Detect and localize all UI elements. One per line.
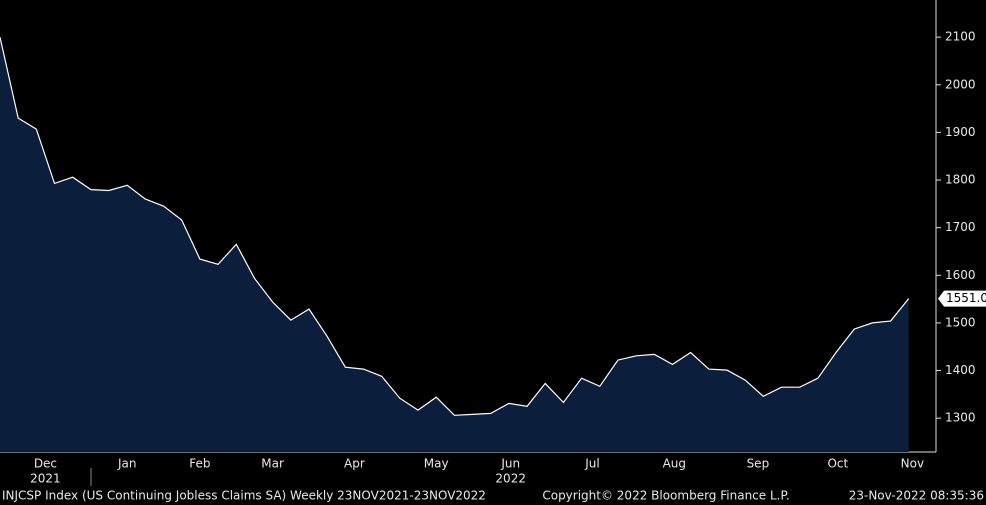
- x-tick-label: Oct: [827, 457, 848, 471]
- y-tick-label: 1400: [945, 363, 976, 377]
- y-tick-label: 1900: [945, 125, 976, 139]
- x-tick-label: Jan: [117, 457, 137, 471]
- footer-right: 23-Nov-2022 08:35:36: [849, 489, 984, 503]
- x-tick-label: Dec: [34, 457, 57, 471]
- x-tick-label: Feb: [189, 457, 210, 471]
- x-tick-label: Sep: [747, 457, 770, 471]
- y-tick-label: 1800: [945, 173, 976, 187]
- y-tick-label: 2100: [945, 30, 976, 44]
- area-fill: [0, 37, 909, 452]
- y-tick-label: 1500: [945, 315, 976, 329]
- last-value-box: [938, 290, 986, 307]
- y-tick-label: 2000: [945, 77, 976, 91]
- x-tick-label: Jul: [584, 457, 599, 471]
- footer-center: Copyright© 2022 Bloomberg Finance L.P.: [542, 489, 789, 503]
- x-tick-label: Mar: [261, 457, 284, 471]
- year-label: 2022: [495, 472, 526, 486]
- x-tick-label: Nov: [901, 457, 924, 471]
- last-value-label: 1551.0: [946, 291, 986, 305]
- x-tick-label: Jun: [500, 457, 520, 471]
- x-tick-label: May: [424, 457, 449, 471]
- y-tick-label: 1600: [945, 268, 976, 282]
- x-tick-label: Apr: [344, 457, 365, 471]
- footer-left: INJCSP Index (US Continuing Jobless Clai…: [2, 489, 486, 503]
- year-label: 2021: [30, 472, 61, 486]
- x-tick-label: Aug: [663, 457, 686, 471]
- line: [0, 37, 910, 416]
- y-tick-label: 1700: [945, 220, 976, 234]
- y-tick-label: 1300: [945, 411, 976, 425]
